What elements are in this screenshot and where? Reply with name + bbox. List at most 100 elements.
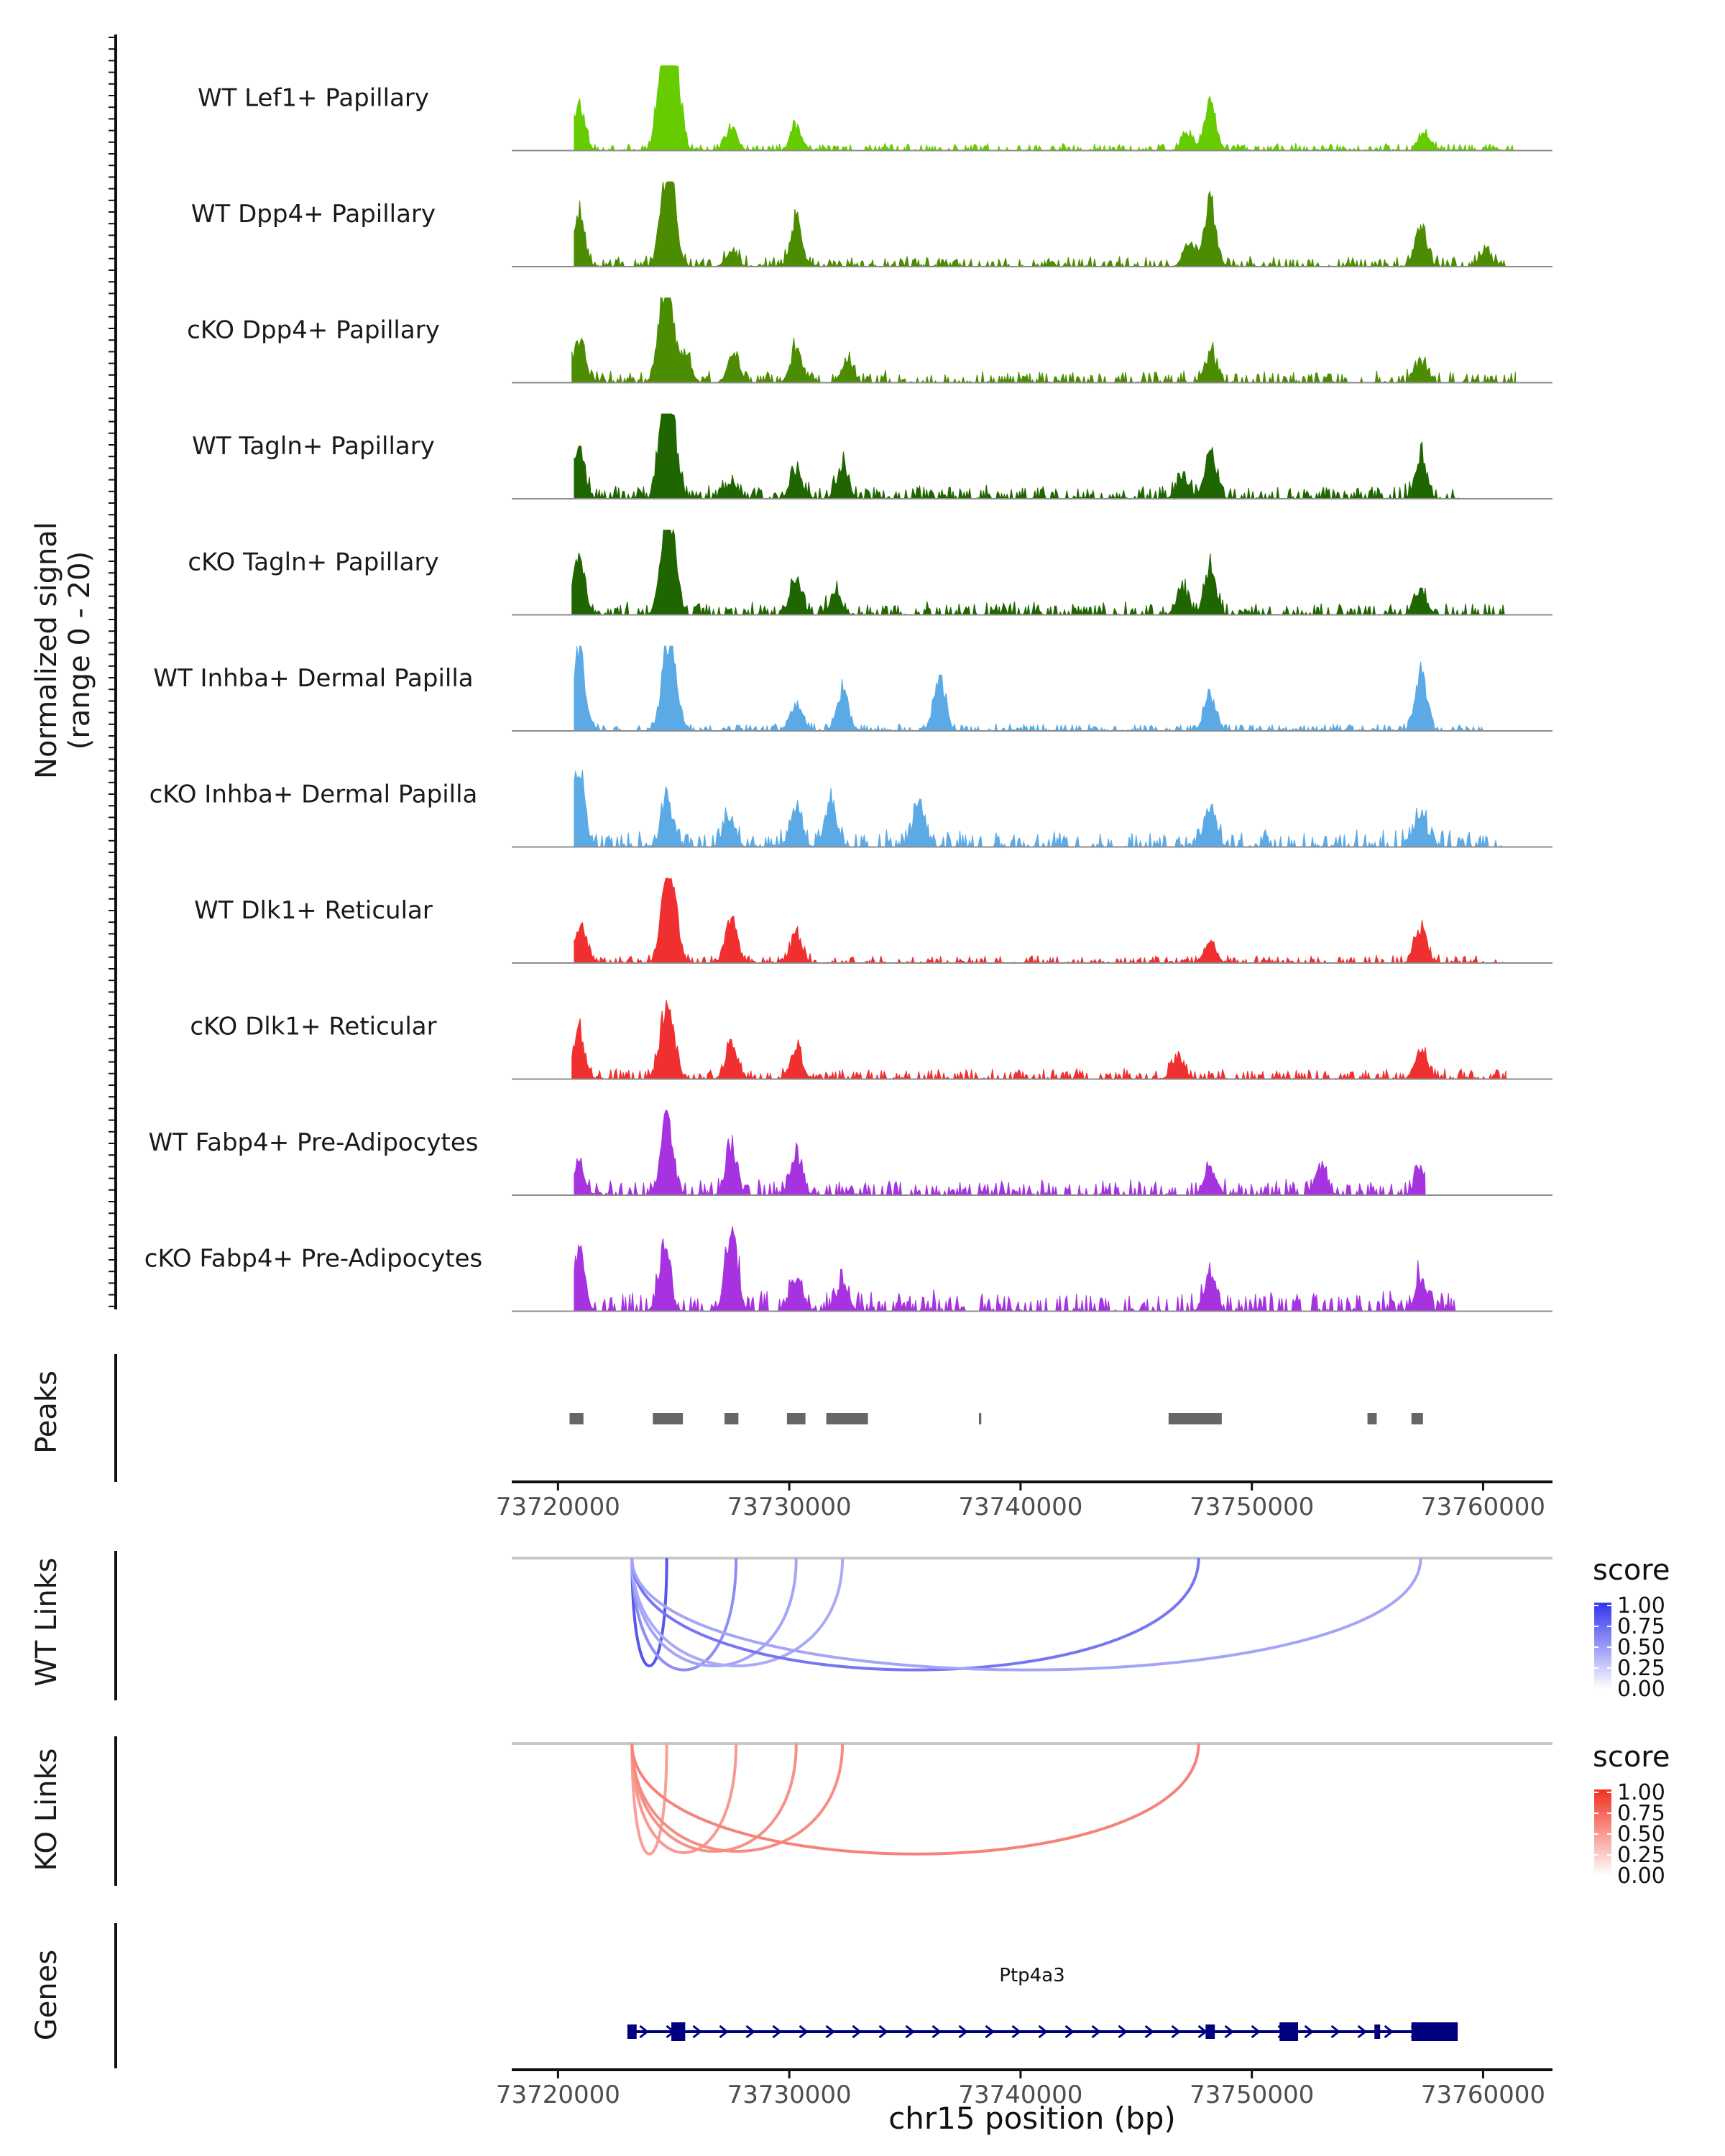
- link-arc: [630, 1557, 1422, 1672]
- x-tick-label: 73720000: [496, 1493, 620, 1521]
- strand-arrow-icon: [1091, 2024, 1101, 2039]
- coverage-area: [571, 1000, 1507, 1081]
- gene-exon: [1279, 2022, 1299, 2041]
- peak-region: [826, 1413, 868, 1424]
- strand-arrow-icon: [1064, 2024, 1075, 2039]
- peak-region: [569, 1413, 584, 1424]
- signal-ylabel-line2: (range 0 - 20): [63, 551, 96, 750]
- strand-arrow-icon: [1171, 2024, 1181, 2039]
- wt-links-track: [114, 1551, 1552, 1700]
- track-9: WT Fabp4+ Pre-Adipocytes: [149, 1110, 1552, 1197]
- coverage-area: [574, 770, 1502, 849]
- track-4: cKO Tagln+ Papillary: [188, 528, 1552, 617]
- gene-exon: [1411, 2022, 1458, 2041]
- strand-arrow-icon: [1357, 2024, 1367, 2039]
- peak-region: [786, 1413, 806, 1424]
- peak-region: [653, 1413, 684, 1424]
- x-tick-label: 73740000: [958, 2081, 1082, 2109]
- x-tick-label: 73750000: [1190, 1493, 1314, 1521]
- coverage-area: [574, 181, 1506, 268]
- link-arc: [630, 1743, 1200, 1856]
- legend-tick-label: 0.75: [1617, 1801, 1665, 1826]
- coverage-area: [571, 298, 1516, 384]
- track-5: WT Inhba+ Dermal Papilla: [153, 645, 1552, 732]
- link-arc: [630, 1557, 738, 1672]
- strand-arrow-icon: [1118, 2024, 1128, 2039]
- track-label: cKO Tagln+ Papillary: [188, 548, 438, 577]
- strand-arrow-icon: [1304, 2024, 1314, 2039]
- track-3: WT Tagln+ Papillary: [192, 413, 1552, 500]
- x-axis-bottom: 73720000 73730000 73740000 73750000 73760000: [496, 2068, 1552, 2109]
- wt-legend-title: score: [1593, 1554, 1670, 1587]
- legend-tick-label: 0.25: [1617, 1843, 1665, 1868]
- link-arc: [630, 1743, 798, 1853]
- strand-arrow-icon: [825, 2024, 835, 2039]
- legend-tick-label: 1.00: [1617, 1593, 1665, 1618]
- strand-arrow-icon: [878, 2024, 888, 2039]
- gene-exon: [671, 2022, 686, 2041]
- strand-arrow-icon: [1038, 2024, 1048, 2039]
- strand-arrow-icon: [1251, 2024, 1261, 2039]
- x-axis-top: 73720000 73730000 73740000 73750000 73760000: [496, 1480, 1552, 1521]
- ko-legend-title: score: [1593, 1741, 1670, 1774]
- gene-exon: [1374, 2024, 1381, 2039]
- legend-tick-label: 1.00: [1617, 1780, 1665, 1805]
- strand-arrow-icon: [639, 2024, 649, 2039]
- x-tick-label: 73750000: [1190, 2081, 1314, 2109]
- x-tick-label: 73720000: [496, 2081, 620, 2109]
- signal-ylabel-line1: Normalized signal: [30, 522, 63, 779]
- legend-tick-label: 0.25: [1617, 1656, 1665, 1681]
- peak-region: [1411, 1413, 1423, 1424]
- strand-arrow-icon: [772, 2024, 782, 2039]
- strand-arrow-icon: [719, 2024, 729, 2039]
- track-label: cKO Fabp4+ Pre-Adipocytes: [144, 1245, 483, 1273]
- strand-arrow-icon: [985, 2024, 995, 2039]
- link-arc: [630, 1557, 798, 1668]
- ko-links-label: KO Links: [30, 1749, 63, 1871]
- strand-arrow-icon: [1224, 2024, 1234, 2039]
- coverage-area: [574, 1110, 1426, 1197]
- gene-exon: [627, 2024, 637, 2039]
- track-1: WT Dpp4+ Papillary: [191, 181, 1552, 268]
- coverage-area: [574, 877, 1506, 964]
- genes-label: Genes: [30, 1950, 63, 2040]
- peaks-label: Peaks: [30, 1370, 63, 1454]
- strand-arrow-icon: [905, 2024, 915, 2039]
- peak-region: [978, 1413, 982, 1424]
- track-label: WT Dpp4+ Papillary: [191, 200, 436, 229]
- track-label: cKO Dlk1+ Reticular: [190, 1013, 436, 1041]
- strand-arrow-icon: [1011, 2024, 1021, 2039]
- gene-track: [114, 1923, 1458, 2068]
- signal-axis: [109, 34, 117, 1309]
- legend-tick-label: 0.50: [1617, 1822, 1665, 1847]
- x-tick-label: 73730000: [727, 2081, 852, 2109]
- x-tick-label: 73740000: [958, 1493, 1082, 1521]
- coverage-area: [574, 413, 1460, 500]
- track-label: cKO Dpp4+ Papillary: [187, 316, 440, 345]
- x-tick-label: 73760000: [1421, 2081, 1545, 2109]
- x-tick-label: 73760000: [1421, 1493, 1545, 1521]
- strand-arrow-icon: [745, 2024, 755, 2039]
- wt-score-legend: score 1.000.750.500.250.00: [1593, 1554, 1670, 1702]
- link-arc: [630, 1743, 738, 1854]
- strand-arrow-icon: [852, 2024, 862, 2039]
- track-label: WT Dlk1+ Reticular: [194, 896, 433, 925]
- gene-name-label: Ptp4a3: [999, 1965, 1064, 1986]
- track-8: cKO Dlk1+ Reticular: [190, 1000, 1552, 1081]
- coverage-area: [574, 65, 1514, 152]
- track-label: WT Lef1+ Papillary: [198, 84, 429, 113]
- coverage-area: [574, 1226, 1460, 1313]
- track-10: cKO Fabp4+ Pre-Adipocytes: [144, 1226, 1552, 1313]
- legend-tick-label: 0.00: [1617, 1864, 1665, 1889]
- wt-links-label: WT Links: [30, 1557, 63, 1686]
- strand-arrow-icon: [932, 2024, 942, 2039]
- ko-links-track: [114, 1736, 1552, 1886]
- strand-arrow-icon: [799, 2024, 809, 2039]
- track-label: WT Tagln+ Papillary: [192, 432, 435, 461]
- link-arc: [630, 1743, 668, 1856]
- strand-arrow-icon: [1144, 2024, 1154, 2039]
- peak-region: [1367, 1413, 1377, 1424]
- legend-colorbar: [1594, 1603, 1611, 1689]
- legend-tick-label: 0.00: [1617, 1677, 1665, 1702]
- strand-arrow-icon: [692, 2024, 702, 2039]
